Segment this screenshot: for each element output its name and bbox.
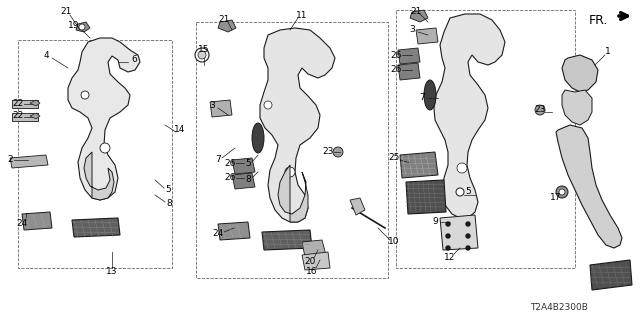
Text: 19: 19 bbox=[68, 21, 80, 30]
Circle shape bbox=[466, 246, 470, 250]
Polygon shape bbox=[302, 240, 326, 257]
Text: 5: 5 bbox=[245, 159, 251, 169]
Text: 24: 24 bbox=[212, 229, 223, 238]
Circle shape bbox=[446, 246, 450, 250]
Text: 4: 4 bbox=[43, 52, 49, 60]
Polygon shape bbox=[30, 113, 40, 119]
Polygon shape bbox=[562, 90, 592, 125]
Text: 12: 12 bbox=[444, 252, 456, 261]
Circle shape bbox=[559, 189, 565, 195]
Polygon shape bbox=[72, 218, 120, 237]
Text: 22: 22 bbox=[12, 99, 24, 108]
Text: 26: 26 bbox=[390, 51, 402, 60]
Text: 22: 22 bbox=[12, 111, 24, 121]
Polygon shape bbox=[398, 63, 420, 80]
Polygon shape bbox=[84, 152, 114, 200]
Polygon shape bbox=[232, 158, 255, 174]
Bar bbox=[396, 10, 575, 268]
Text: 17: 17 bbox=[550, 194, 562, 203]
Polygon shape bbox=[232, 173, 255, 189]
Circle shape bbox=[446, 234, 450, 238]
Polygon shape bbox=[260, 28, 335, 222]
Circle shape bbox=[198, 51, 206, 59]
Polygon shape bbox=[416, 28, 438, 44]
Polygon shape bbox=[68, 38, 140, 200]
Polygon shape bbox=[12, 113, 38, 121]
Text: 21: 21 bbox=[410, 6, 422, 15]
Text: 6: 6 bbox=[131, 55, 137, 65]
Text: 23: 23 bbox=[323, 148, 333, 156]
Polygon shape bbox=[76, 22, 90, 32]
Text: 26: 26 bbox=[390, 66, 402, 75]
Text: 21: 21 bbox=[60, 7, 72, 17]
Polygon shape bbox=[210, 100, 232, 117]
Text: 7: 7 bbox=[215, 156, 221, 164]
Polygon shape bbox=[434, 14, 505, 218]
Polygon shape bbox=[590, 260, 632, 290]
Circle shape bbox=[333, 147, 343, 157]
Text: 23: 23 bbox=[534, 106, 546, 115]
Polygon shape bbox=[302, 252, 330, 270]
Bar bbox=[196, 22, 388, 278]
Polygon shape bbox=[562, 55, 598, 92]
Polygon shape bbox=[410, 10, 428, 22]
Polygon shape bbox=[12, 100, 38, 108]
Polygon shape bbox=[398, 48, 420, 64]
Text: 10: 10 bbox=[388, 237, 400, 246]
Text: 11: 11 bbox=[296, 11, 308, 20]
Circle shape bbox=[457, 163, 467, 173]
Text: FR.: FR. bbox=[589, 14, 608, 27]
Polygon shape bbox=[440, 215, 478, 250]
Text: 21: 21 bbox=[218, 14, 230, 23]
Text: 15: 15 bbox=[198, 45, 210, 54]
Polygon shape bbox=[406, 180, 446, 214]
Text: 26: 26 bbox=[224, 158, 236, 167]
Polygon shape bbox=[262, 230, 312, 250]
Circle shape bbox=[466, 234, 470, 238]
Circle shape bbox=[264, 101, 272, 109]
Text: 5: 5 bbox=[465, 188, 471, 196]
Circle shape bbox=[446, 222, 450, 226]
Circle shape bbox=[556, 186, 568, 198]
Text: 8: 8 bbox=[166, 199, 172, 209]
Text: 3: 3 bbox=[209, 101, 215, 110]
Circle shape bbox=[466, 222, 470, 226]
Circle shape bbox=[535, 105, 545, 115]
Text: 1: 1 bbox=[605, 47, 611, 57]
Text: 2: 2 bbox=[7, 156, 13, 164]
Polygon shape bbox=[350, 198, 365, 215]
Text: 24: 24 bbox=[17, 220, 28, 228]
Text: T2A4B2300B: T2A4B2300B bbox=[530, 303, 588, 313]
Polygon shape bbox=[22, 212, 52, 230]
Text: 5: 5 bbox=[165, 186, 171, 195]
Circle shape bbox=[79, 24, 85, 30]
Text: 8: 8 bbox=[245, 175, 251, 185]
Text: 13: 13 bbox=[106, 268, 118, 276]
Circle shape bbox=[285, 167, 295, 177]
Polygon shape bbox=[556, 125, 622, 248]
Polygon shape bbox=[30, 100, 40, 106]
Circle shape bbox=[456, 188, 464, 196]
Circle shape bbox=[81, 91, 89, 99]
Text: 20: 20 bbox=[304, 258, 316, 267]
Text: 3: 3 bbox=[409, 26, 415, 35]
Text: 16: 16 bbox=[307, 268, 317, 276]
Text: 9: 9 bbox=[432, 218, 438, 227]
Text: 26: 26 bbox=[224, 173, 236, 182]
Polygon shape bbox=[218, 20, 236, 32]
Bar bbox=[18, 40, 172, 268]
Ellipse shape bbox=[252, 123, 264, 153]
Ellipse shape bbox=[424, 80, 436, 110]
Circle shape bbox=[100, 143, 110, 153]
Text: 7: 7 bbox=[419, 93, 425, 102]
Polygon shape bbox=[218, 222, 250, 240]
Polygon shape bbox=[400, 152, 438, 178]
Polygon shape bbox=[10, 155, 48, 168]
Text: 14: 14 bbox=[174, 125, 186, 134]
Circle shape bbox=[195, 48, 209, 62]
Text: 25: 25 bbox=[388, 154, 400, 163]
Polygon shape bbox=[278, 165, 308, 222]
